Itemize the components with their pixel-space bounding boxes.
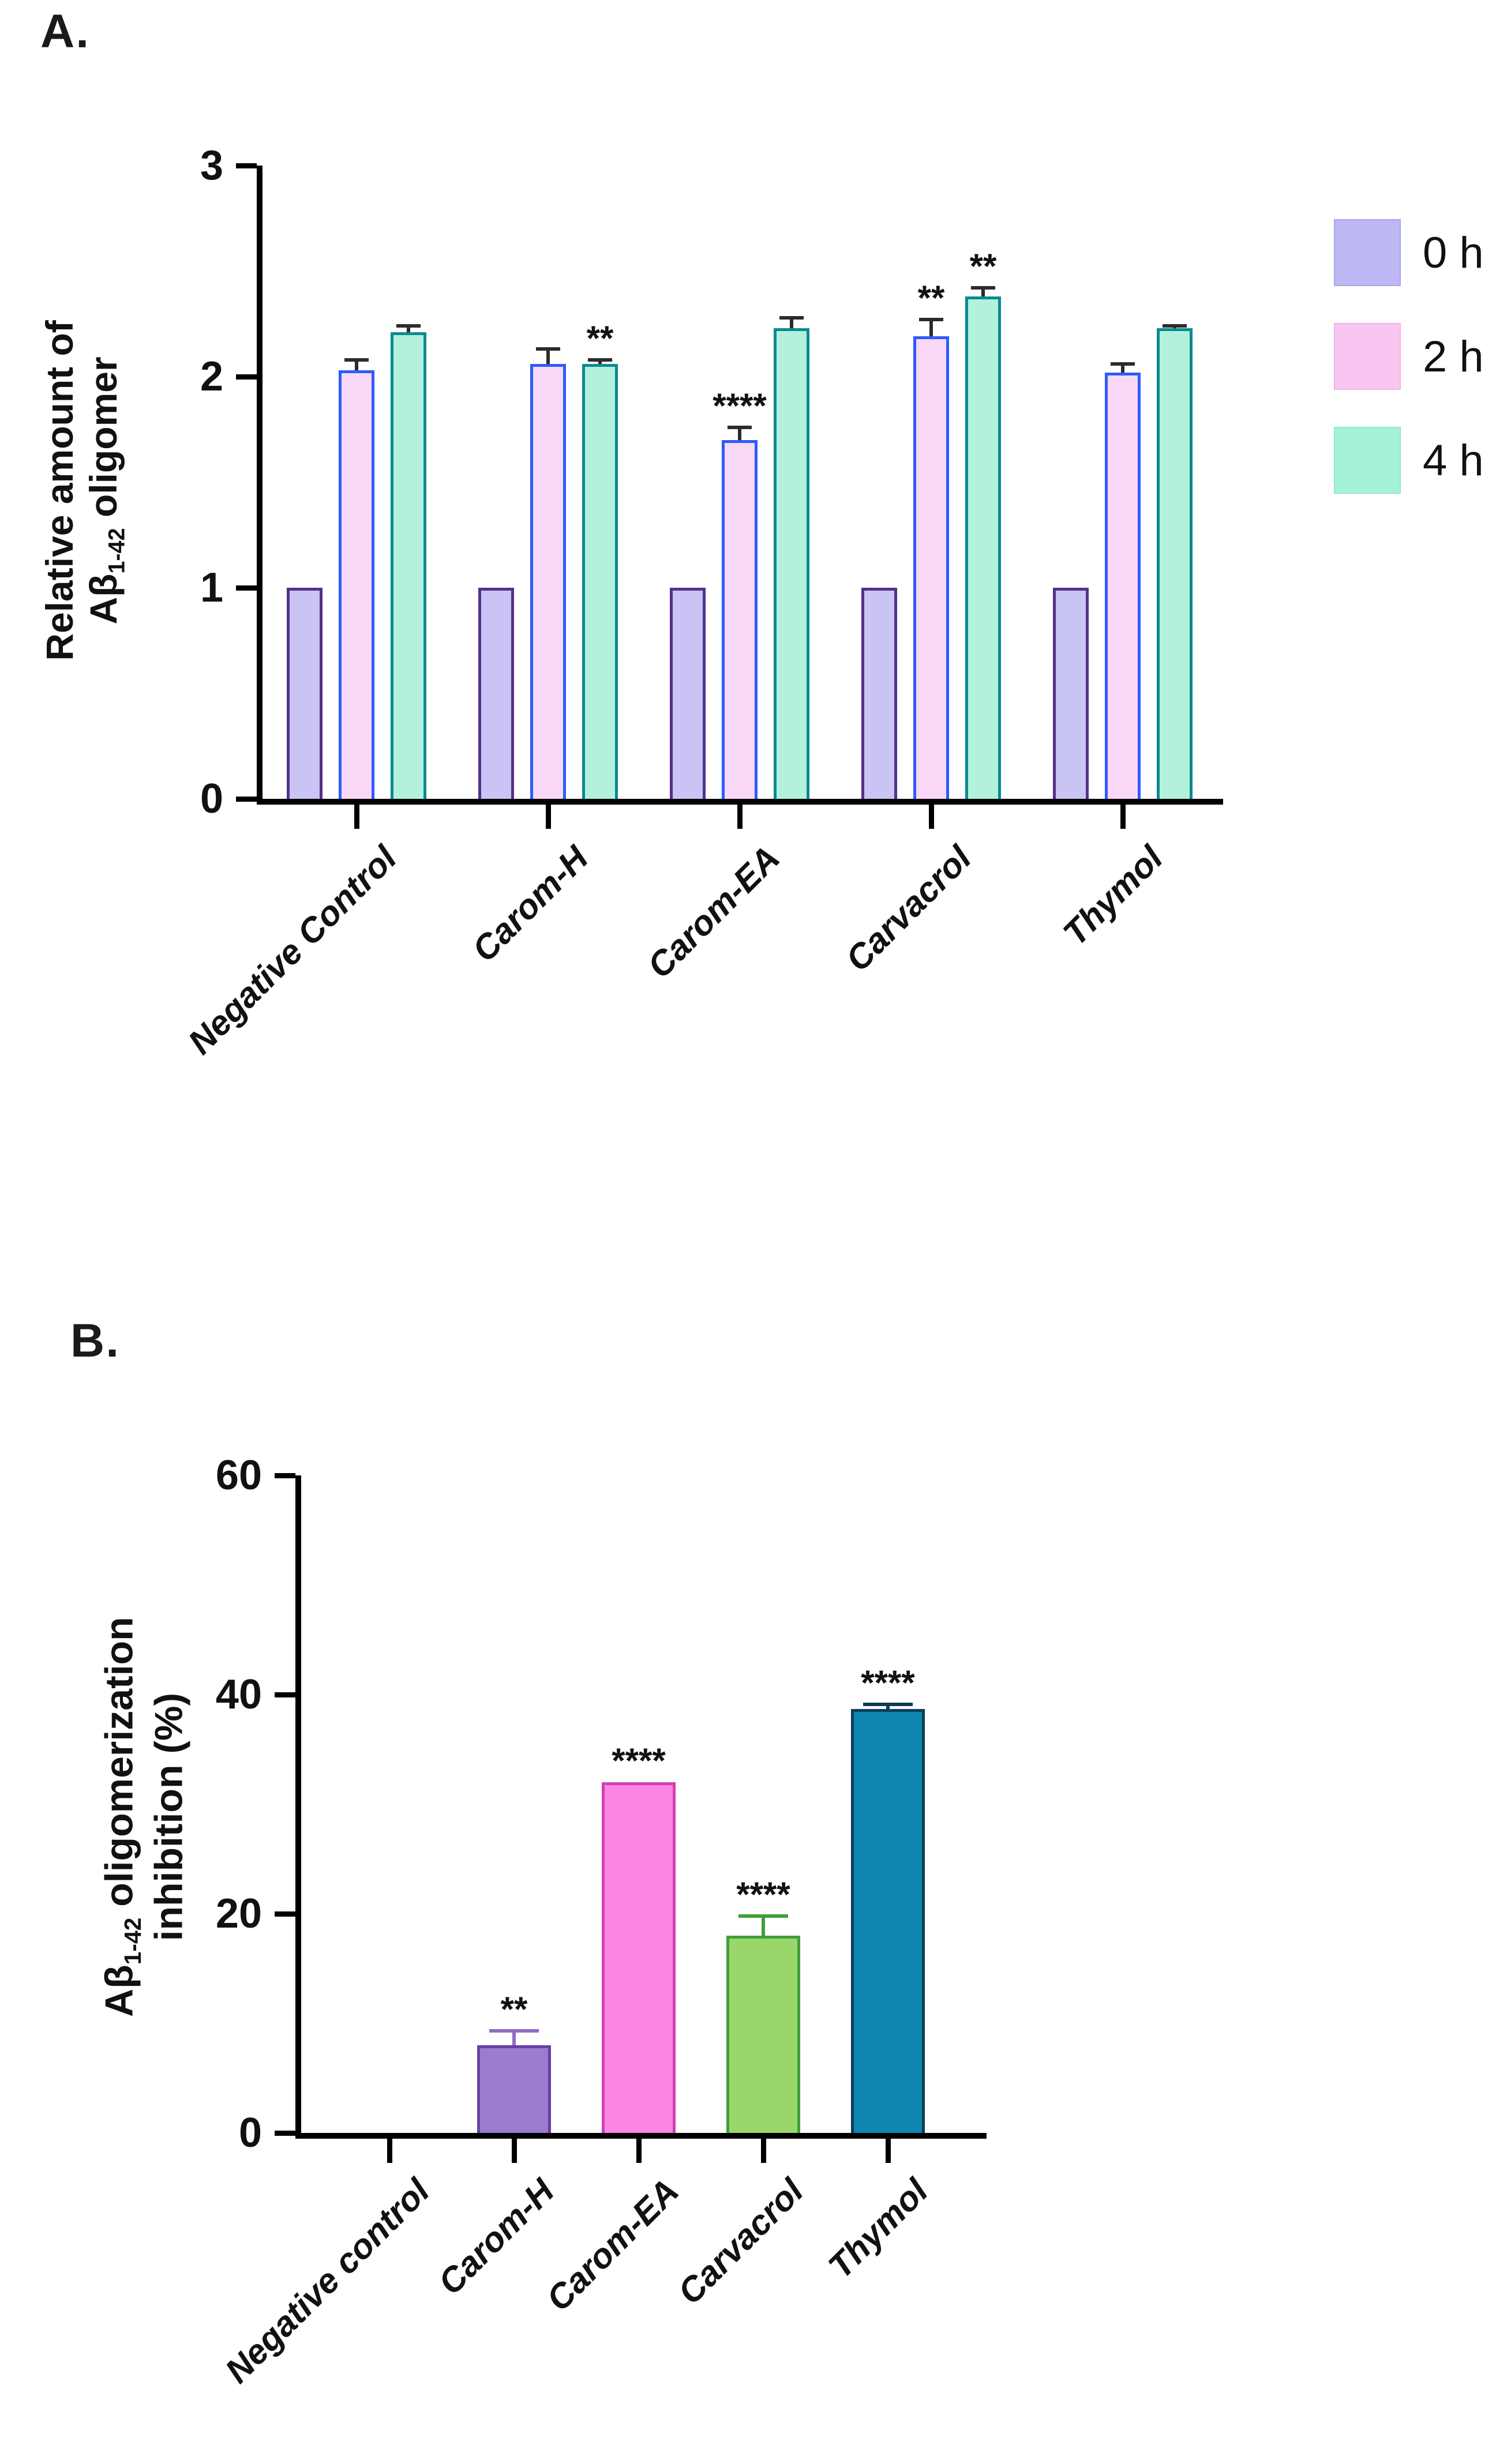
error-bar-line bbox=[738, 427, 741, 440]
y-tick-label: 0 bbox=[238, 2110, 262, 2156]
bar bbox=[670, 588, 706, 799]
error-bar-cap bbox=[1111, 362, 1135, 366]
y-tick bbox=[236, 796, 257, 802]
x-tick bbox=[636, 2139, 642, 2163]
bar bbox=[339, 370, 374, 799]
bar bbox=[774, 328, 809, 799]
x-tick bbox=[354, 805, 359, 829]
x-tick bbox=[760, 2139, 766, 2163]
y-axis-line bbox=[295, 1475, 301, 2139]
x-tick bbox=[928, 805, 934, 829]
error-bar-cap bbox=[863, 1703, 913, 1707]
error-bar-cap bbox=[779, 315, 804, 320]
error-bar-cap bbox=[1163, 324, 1187, 328]
bar bbox=[1053, 588, 1089, 799]
bar bbox=[287, 588, 323, 799]
y-tick bbox=[236, 374, 257, 380]
y-tick-label: 2 bbox=[200, 354, 223, 400]
bar bbox=[861, 588, 897, 799]
y-axis-label-a-line1: Relative amount of bbox=[38, 320, 81, 661]
x-tick bbox=[885, 2139, 891, 2163]
y-tick bbox=[275, 1692, 295, 1697]
error-bar-cap bbox=[489, 2029, 539, 2033]
bar bbox=[1105, 372, 1141, 799]
y-tick bbox=[236, 585, 257, 591]
y-tick bbox=[275, 1473, 295, 1478]
y-tick-label: 1 bbox=[200, 565, 223, 611]
x-tick bbox=[511, 2139, 517, 2163]
bar bbox=[582, 364, 618, 799]
y-axis-line bbox=[257, 166, 263, 805]
error-bar-line bbox=[929, 320, 933, 337]
significance-label: **** bbox=[861, 1663, 915, 1703]
significance-label: ** bbox=[917, 279, 945, 318]
significance-label: ** bbox=[500, 1990, 528, 2029]
error-bar-line bbox=[598, 359, 602, 365]
legend-label: 4 h bbox=[1423, 435, 1484, 485]
legend-label: 0 h bbox=[1423, 228, 1484, 277]
significance-label: **** bbox=[612, 1741, 666, 1780]
legend-label: 2 h bbox=[1423, 332, 1484, 381]
error-bar-line bbox=[512, 2031, 516, 2045]
error-bar-line bbox=[546, 349, 550, 365]
bar bbox=[391, 332, 426, 799]
bar bbox=[478, 588, 514, 799]
y-tick bbox=[236, 163, 257, 168]
bar bbox=[530, 364, 566, 799]
error-bar-cap bbox=[728, 425, 752, 429]
error-bar-cap bbox=[738, 1914, 788, 1918]
significance-label: **** bbox=[713, 386, 767, 425]
legend-item: 2 h bbox=[1334, 323, 1484, 390]
error-bar-line bbox=[1121, 364, 1124, 373]
legend-item: 0 h bbox=[1334, 219, 1484, 286]
y-tick bbox=[275, 2130, 295, 2136]
y-tick-label: 40 bbox=[215, 1672, 262, 1718]
y-axis-label-a: Relative amount of Aβ1-42 oligomer bbox=[0, 173, 167, 807]
bar bbox=[726, 1936, 800, 2133]
error-bar-cap bbox=[919, 318, 943, 322]
x-tick bbox=[545, 805, 551, 829]
error-bar-line bbox=[886, 1704, 890, 1709]
error-bar-line bbox=[762, 1915, 765, 1936]
legend-swatch bbox=[1334, 323, 1401, 390]
error-bar-cap bbox=[536, 347, 560, 351]
error-bar-cap bbox=[396, 324, 421, 328]
bar bbox=[722, 440, 758, 799]
error-bar-line bbox=[790, 317, 793, 328]
y-tick-label: 3 bbox=[200, 142, 223, 189]
y-tick-label: 0 bbox=[200, 776, 223, 822]
x-tick bbox=[737, 805, 743, 829]
x-tick bbox=[1120, 805, 1126, 829]
bar bbox=[913, 336, 949, 799]
y-axis-label-b-line1: Aβ1-42 oligomerization bbox=[97, 1617, 147, 2017]
x-tick bbox=[387, 2139, 392, 2163]
legend-swatch bbox=[1334, 219, 1401, 286]
error-bar-cap bbox=[588, 358, 612, 362]
error-bar-cap bbox=[344, 358, 369, 362]
error-bar-line bbox=[981, 288, 985, 296]
y-tick-label: 20 bbox=[215, 1891, 262, 1937]
error-bar-line bbox=[407, 326, 410, 333]
y-tick bbox=[275, 1911, 295, 1917]
bar bbox=[1157, 328, 1193, 799]
significance-label: ** bbox=[586, 318, 614, 358]
legend-item: 4 h bbox=[1334, 427, 1484, 494]
y-axis-label-b: Aβ1-42 oligomerization inhibition (%) bbox=[49, 1488, 239, 2146]
bar bbox=[477, 2045, 551, 2133]
significance-label: ** bbox=[969, 247, 997, 286]
y-tick-label: 60 bbox=[215, 1452, 262, 1498]
bar bbox=[965, 296, 1001, 799]
error-bar-line bbox=[355, 359, 358, 371]
bar bbox=[602, 1782, 676, 2133]
panel-a-label: A. bbox=[40, 5, 90, 58]
bar bbox=[851, 1708, 925, 2133]
panel-b-label: B. bbox=[70, 1314, 120, 1367]
x-axis-line bbox=[257, 799, 1223, 805]
error-bar-cap bbox=[971, 286, 995, 290]
legend: 0 h 2 h 4 h bbox=[1334, 219, 1484, 531]
legend-swatch bbox=[1334, 427, 1401, 494]
x-axis-line bbox=[295, 2133, 987, 2139]
significance-label: **** bbox=[736, 1875, 790, 1914]
